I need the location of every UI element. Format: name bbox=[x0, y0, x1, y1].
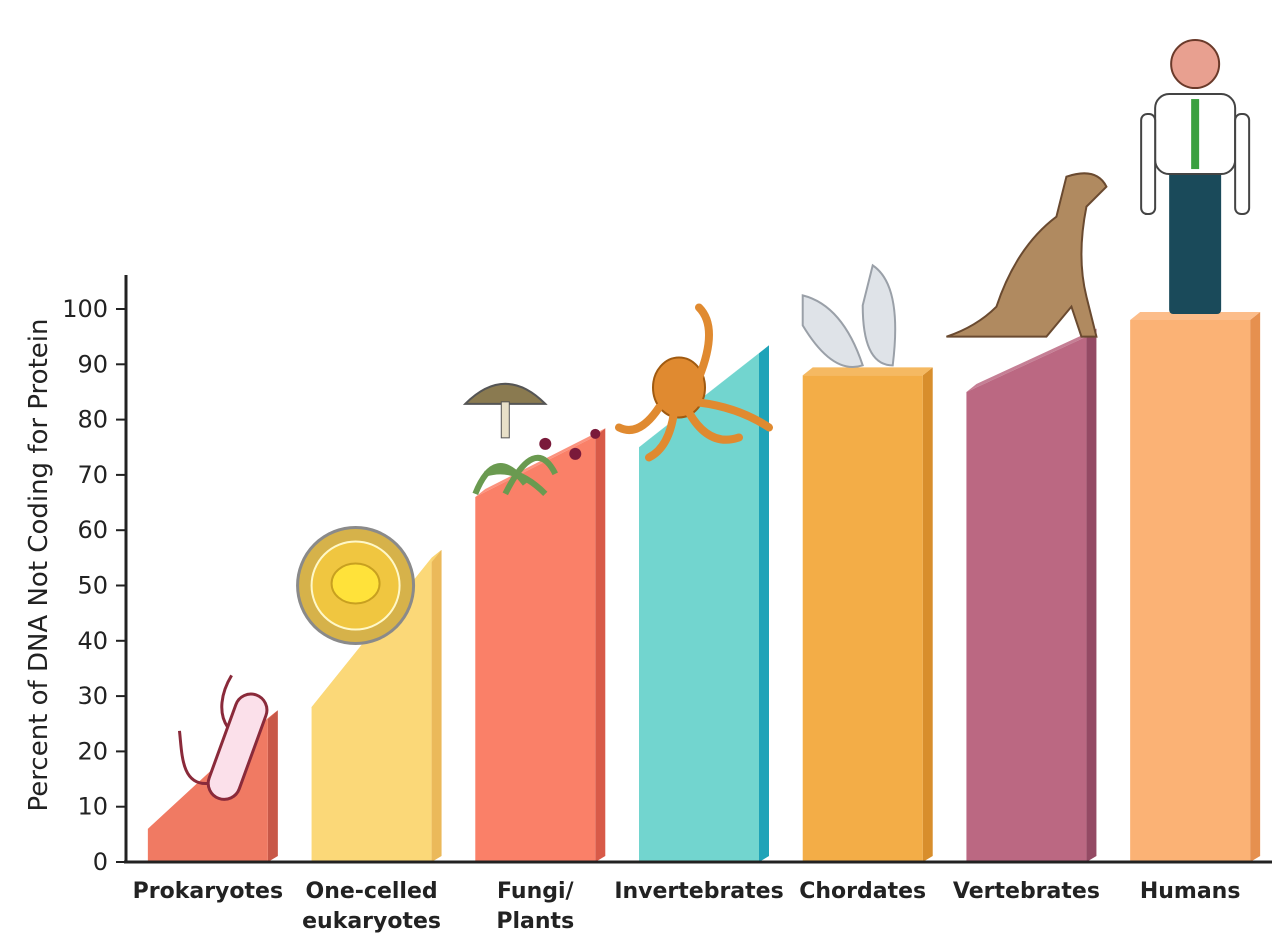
y-tick-label: 80 bbox=[77, 406, 108, 434]
bar-6 bbox=[1130, 312, 1261, 862]
bar-side bbox=[1086, 328, 1097, 862]
bar-front bbox=[966, 336, 1087, 862]
bar-side bbox=[267, 710, 278, 862]
cell-icon bbox=[296, 526, 416, 645]
bar-front bbox=[639, 353, 759, 862]
bar-side bbox=[1250, 312, 1261, 862]
y-axis-label: Percent of DNA Not Coding for Protein bbox=[24, 319, 54, 812]
dog-icon bbox=[946, 172, 1108, 338]
bar-top bbox=[802, 367, 933, 376]
bar-4 bbox=[802, 367, 933, 862]
y-tick-label: 20 bbox=[77, 737, 108, 765]
bar-side bbox=[759, 345, 769, 862]
bar-front bbox=[311, 557, 432, 862]
human-icon bbox=[1140, 39, 1251, 315]
category-label: Chordates bbox=[799, 879, 926, 904]
bar-2 bbox=[475, 428, 606, 862]
bar-side bbox=[922, 367, 933, 862]
category-label: Prokaryotes bbox=[133, 879, 283, 904]
y-tick-label: 70 bbox=[77, 461, 108, 489]
bar-front bbox=[475, 436, 596, 862]
y-tick-label: 30 bbox=[77, 682, 108, 710]
y-tick-label: 90 bbox=[77, 350, 108, 378]
y-tick-label: 100 bbox=[62, 295, 108, 323]
category-labels: Prokaryotes One-celled eukaryotes Fungi/Pla… bbox=[133, 879, 1241, 934]
bar-front bbox=[802, 375, 923, 862]
bar-top bbox=[1130, 312, 1261, 321]
y-tick-label: 50 bbox=[77, 572, 108, 600]
bar-top bbox=[966, 328, 1097, 392]
bar-3 bbox=[639, 345, 769, 862]
bar-5 bbox=[966, 328, 1097, 862]
bar-side bbox=[431, 549, 442, 862]
tunicate-icon bbox=[801, 263, 897, 368]
octopus-icon bbox=[615, 303, 773, 462]
illustrations bbox=[177, 39, 1251, 801]
y-tick-label: 10 bbox=[77, 793, 108, 821]
bar-front bbox=[1130, 320, 1251, 862]
y-tick-label: 60 bbox=[77, 516, 108, 544]
bar-side bbox=[595, 428, 606, 862]
bar-top bbox=[475, 428, 606, 498]
category-label: Invertebrates bbox=[614, 879, 783, 904]
y-axis-ticks: 0 10 20 30 40 50 60 70 80 90 100 bbox=[62, 295, 126, 876]
category-label: One-celled eukaryotes bbox=[302, 879, 441, 934]
y-tick-label: 0 bbox=[93, 848, 108, 876]
category-label: Vertebrates bbox=[953, 879, 1100, 904]
y-tick-label: 40 bbox=[77, 627, 108, 655]
category-label: Humans bbox=[1140, 879, 1241, 904]
category-label: Fungi/Plants bbox=[496, 879, 574, 934]
mushroom-plant-icon bbox=[462, 383, 601, 496]
bacterium-icon bbox=[177, 674, 269, 801]
